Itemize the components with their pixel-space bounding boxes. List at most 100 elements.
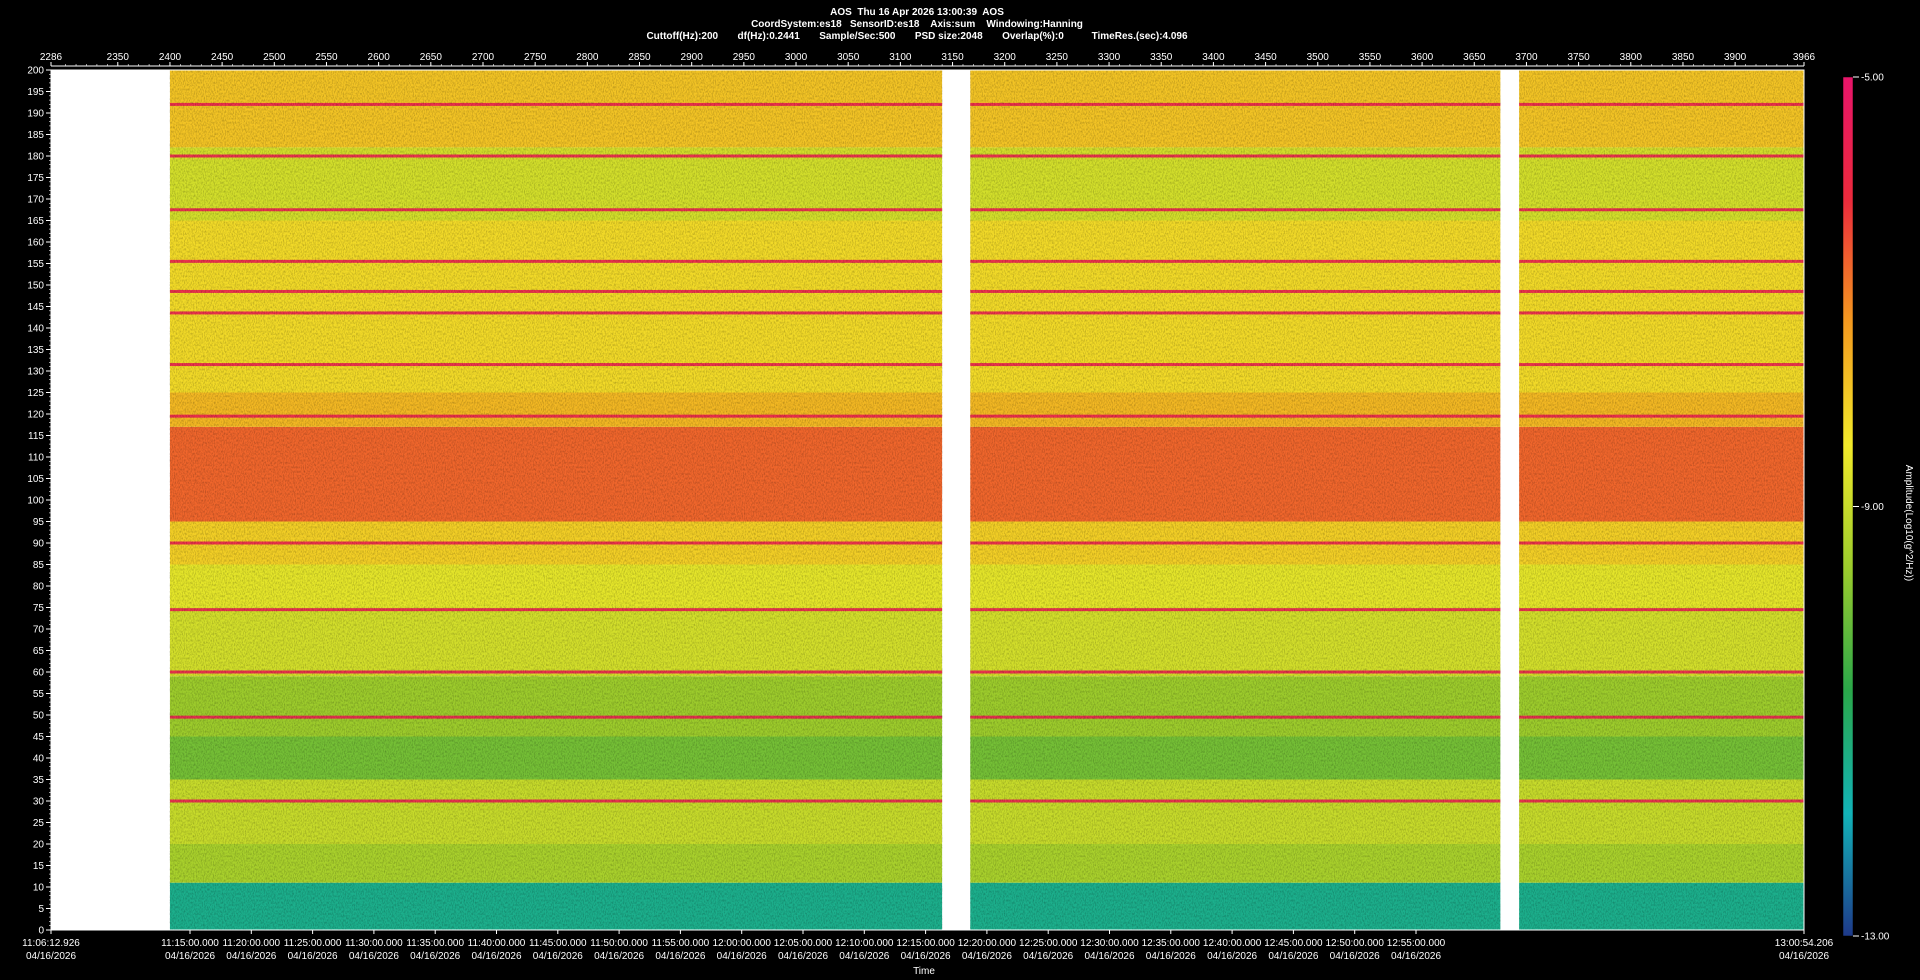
- y-axis-tick-label: 95: [33, 517, 45, 528]
- y-axis-tick-label: 190: [27, 109, 44, 120]
- top-axis-tick-label: 3550: [1359, 52, 1382, 63]
- top-axis-tick-label: 3750: [1567, 52, 1590, 63]
- colorbar-tick-label: -9.00: [1861, 502, 1884, 513]
- y-axis-tick-label: 110: [28, 453, 44, 464]
- time-axis-date-label: 04/16/2026: [349, 951, 399, 962]
- y-axis-tick-label: 200: [27, 66, 44, 77]
- time-axis-tick-label: 13:00:54.206: [1775, 938, 1834, 949]
- y-axis-tick-label: 175: [27, 173, 44, 184]
- top-axis-tick-label: 3100: [889, 52, 912, 63]
- y-axis-tick-label: 55: [33, 689, 45, 700]
- top-axis-tick-label: 2550: [315, 52, 338, 63]
- top-axis-tick-label: 2450: [211, 52, 234, 63]
- colorbar-label: Amplitude(Log10(g^2/Hz)): [1903, 465, 1914, 581]
- time-axis-date-label: 04/16/2026: [1391, 951, 1441, 962]
- y-axis-tick-label: 45: [33, 732, 45, 743]
- top-axis-tick-label: 3500: [1307, 52, 1330, 63]
- y-axis-tick-label: 185: [27, 130, 44, 141]
- top-axis-tick-label: 2900: [681, 52, 704, 63]
- top-axis-tick-label: 3850: [1672, 52, 1695, 63]
- top-axis-tick-label: 2600: [368, 52, 391, 63]
- time-axis-tick-label: 11:06:12.926: [22, 938, 80, 949]
- y-axis-tick-label: 120: [27, 410, 44, 421]
- top-axis-tick-label: 3450: [1254, 52, 1277, 63]
- colorbar-tick-label: -5.00: [1861, 73, 1884, 84]
- header-line-3: Cuttoff(Hz):200 df(Hz):0.2441 Sample/Sec…: [646, 31, 1188, 42]
- time-axis-date-label: 04/16/2026: [1207, 951, 1257, 962]
- time-axis-date-label: 04/16/2026: [26, 951, 76, 962]
- chart-title: AOS Thu 16 Apr 2026 13:00:39 AOS: [830, 7, 1004, 18]
- y-axis-tick-label: 130: [27, 367, 44, 378]
- y-axis-tick-label: 145: [27, 302, 44, 313]
- top-axis-tick-label: 2700: [472, 52, 495, 63]
- time-axis-tick-label: 11:35:00.000: [406, 938, 464, 949]
- top-axis-tick-label: 3900: [1724, 52, 1747, 63]
- time-axis-date-label: 04/16/2026: [778, 951, 828, 962]
- top-axis-tick-label: 3800: [1620, 52, 1643, 63]
- time-axis-tick-label: 12:20:00.000: [958, 938, 1017, 949]
- y-axis-tick-label: 60: [33, 668, 45, 679]
- time-axis-date-label: 04/16/2026: [962, 951, 1012, 962]
- time-axis-tick-label: 12:50:00.000: [1326, 938, 1385, 949]
- top-axis-tick-label: 3650: [1463, 52, 1486, 63]
- time-axis-date-label: 04/16/2026: [839, 951, 889, 962]
- time-axis-date-label: 04/16/2026: [1268, 951, 1318, 962]
- top-axis-tick-label: 3150: [941, 52, 964, 63]
- time-axis-date-label: 04/16/2026: [1146, 951, 1196, 962]
- y-axis-tick-label: 40: [33, 754, 45, 765]
- y-axis-tick-label: 35: [33, 775, 45, 786]
- y-axis-tick-label: 75: [33, 603, 45, 614]
- y-axis-tick-label: 90: [33, 539, 45, 550]
- time-axis-tick-label: 11:30:00.000: [345, 938, 403, 949]
- top-axis-tick-label: 2286: [40, 52, 63, 63]
- time-axis-tick-label: 11:20:00.000: [222, 938, 280, 949]
- top-axis-tick-label: 2800: [576, 52, 599, 63]
- time-axis-tick-label: 11:25:00.000: [284, 938, 342, 949]
- time-axis-date-label: 04/16/2026: [533, 951, 583, 962]
- y-axis-tick-label: 85: [33, 560, 45, 571]
- top-axis-tick-label: 2400: [159, 52, 182, 63]
- time-axis-date-label: 04/16/2026: [1779, 951, 1829, 962]
- time-axis-tick-label: 12:45:00.000: [1264, 938, 1323, 949]
- top-axis-tick-label: 3966: [1793, 52, 1816, 63]
- y-axis-tick-label: 125: [27, 388, 44, 399]
- y-axis-tick-label: 160: [27, 238, 44, 249]
- y-axis-tick-label: 165: [27, 216, 44, 227]
- time-axis-date-label: 04/16/2026: [717, 951, 767, 962]
- top-axis-tick-label: 3700: [1515, 52, 1538, 63]
- time-axis-tick-label: 11:40:00.000: [468, 938, 526, 949]
- time-axis-tick-label: 11:55:00.000: [652, 938, 710, 949]
- time-axis-date-label: 04/16/2026: [655, 951, 705, 962]
- time-axis-tick-label: 11:50:00.000: [590, 938, 648, 949]
- y-axis-tick-label: 50: [33, 711, 45, 722]
- colorbar: -5.00 -9.00 -13.00 Amplitude(Log10(g^2/Hz)): [1842, 73, 1914, 943]
- time-axis-date-label: 04/16/2026: [471, 951, 521, 962]
- time-axis-tick-label: 11:45:00.000: [529, 938, 587, 949]
- top-axis-tick-label: 3350: [1150, 52, 1173, 63]
- top-axis-tick-label: 2750: [524, 52, 547, 63]
- time-axis-tick-label: 11:15:00.000: [161, 938, 219, 949]
- y-axis-tick-label: 30: [33, 797, 45, 808]
- time-axis-tick-label: 12:15:00.000: [896, 938, 955, 949]
- y-axis-tick-label: 140: [27, 324, 44, 335]
- axes: 2286 2350 2400 2450 2500 2550 2600 2650 2700 2750…: [22, 52, 1833, 977]
- data-segment-1: [169, 70, 943, 930]
- time-axis-date-label: 04/16/2026: [226, 951, 276, 962]
- top-axis-tick-label: 3300: [1098, 52, 1121, 63]
- texture-overlay: [970, 70, 1501, 930]
- y-axis-tick-label: 150: [27, 281, 44, 292]
- data-segment-3: [1519, 70, 1804, 930]
- top-axis-tick-label: 2350: [107, 52, 130, 63]
- time-axis-tick-label: 12:05:00.000: [774, 938, 833, 949]
- top-axis-tick-label: 2650: [420, 52, 443, 63]
- time-axis-date-label: 04/16/2026: [1084, 951, 1134, 962]
- y-axis-tick-label: 170: [27, 195, 44, 206]
- top-axis-tick-label: 2850: [628, 52, 651, 63]
- y-axis-tick-label: 115: [28, 431, 44, 442]
- top-axis-tick-label: 3600: [1411, 52, 1434, 63]
- top-axis-tick-label: 3200: [994, 52, 1017, 63]
- y-axis-tick-label: 105: [27, 474, 44, 485]
- y-axis-tick-label: 70: [33, 625, 45, 636]
- y-axis-tick-label: 0: [38, 926, 44, 937]
- time-axis-tick-label: 12:00:00.000: [713, 938, 772, 949]
